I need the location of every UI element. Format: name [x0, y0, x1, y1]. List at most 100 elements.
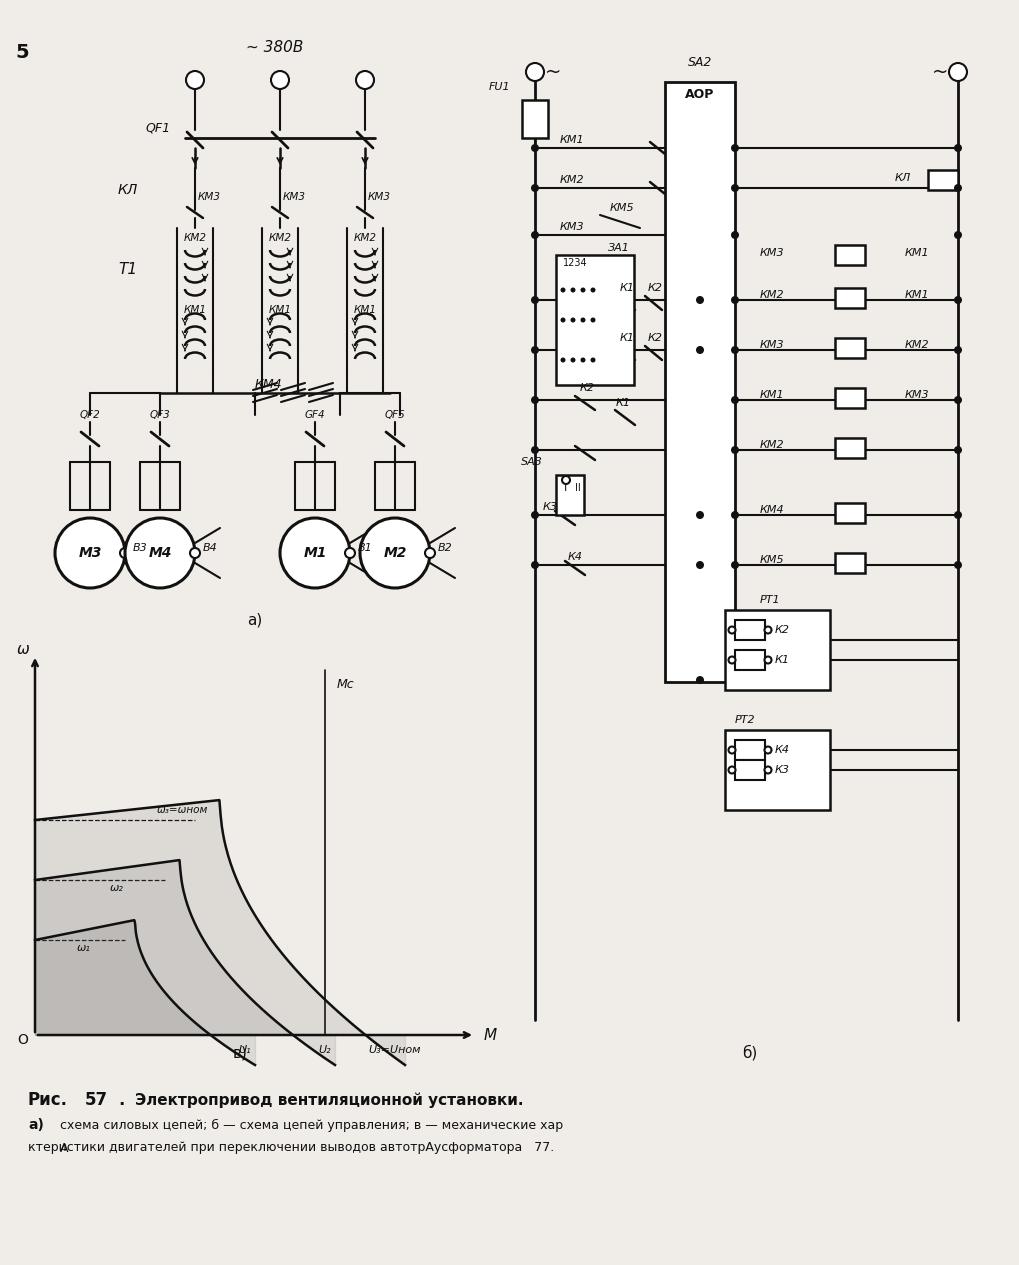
Text: SA3: SA3 [521, 457, 542, 467]
Text: КМ5: КМ5 [609, 202, 634, 213]
Circle shape [271, 71, 288, 89]
Text: КМ1: КМ1 [759, 390, 784, 400]
Circle shape [731, 447, 739, 454]
Circle shape [953, 183, 961, 192]
Text: КМ2: КМ2 [268, 233, 291, 243]
Text: SA2: SA2 [687, 56, 711, 68]
Bar [835, 388, 864, 409]
Circle shape [764, 657, 770, 664]
Text: б): б) [742, 1045, 757, 1061]
Circle shape [531, 347, 538, 354]
Text: ~: ~ [931, 62, 948, 81]
Text: А: А [60, 1141, 68, 1155]
Text: ω₁: ω₁ [76, 942, 91, 953]
Text: ω₃=ωном: ω₃=ωном [157, 805, 209, 815]
Text: К1: К1 [774, 655, 790, 665]
Text: QF3: QF3 [150, 410, 170, 420]
Circle shape [731, 511, 739, 519]
Circle shape [570, 358, 575, 363]
Circle shape [953, 231, 961, 239]
Text: Рис.: Рис. [28, 1090, 68, 1109]
Text: схема силовых цепей; б — схема цепей управления; в — механические хар: схема силовых цепей; б — схема цепей упр… [60, 1118, 562, 1131]
Circle shape [531, 560, 538, 569]
Text: КМ2: КМ2 [904, 340, 928, 350]
Circle shape [953, 144, 961, 152]
Bar [735, 740, 764, 760]
Text: QF5: QF5 [384, 410, 405, 420]
Circle shape [953, 347, 961, 354]
Text: КМ4: КМ4 [255, 378, 282, 391]
Text: К3: К3 [774, 765, 790, 775]
Text: в): в) [232, 1045, 248, 1060]
Text: ω₂: ω₂ [110, 883, 123, 893]
Circle shape [531, 296, 538, 304]
Circle shape [590, 318, 595, 323]
Text: КМ5: КМ5 [759, 555, 784, 565]
Circle shape [695, 511, 703, 519]
Text: К2: К2 [580, 383, 594, 393]
Text: К1: К1 [615, 398, 631, 409]
Text: КМ3: КМ3 [759, 248, 784, 258]
Circle shape [526, 63, 543, 81]
Circle shape [728, 767, 735, 773]
Circle shape [185, 71, 204, 89]
Bar [835, 438, 864, 458]
Text: К4: К4 [774, 745, 790, 755]
Circle shape [728, 746, 735, 754]
Bar [927, 170, 957, 190]
Text: АОР: АОР [685, 89, 714, 101]
Text: а): а) [248, 612, 262, 627]
Text: ЗА1: ЗА1 [607, 243, 630, 253]
Bar [735, 650, 764, 670]
Bar [522, 100, 547, 138]
Text: КМ1: КМ1 [183, 305, 206, 315]
Circle shape [948, 63, 966, 81]
Text: I: I [564, 483, 567, 493]
Bar [835, 338, 864, 358]
Text: КМ3: КМ3 [368, 192, 390, 202]
Text: ω: ω [16, 643, 30, 658]
Text: Электропривод вентиляционной установки.: Электропривод вентиляционной установки. [135, 1092, 523, 1108]
Bar [664, 82, 735, 682]
Circle shape [531, 396, 538, 404]
Circle shape [580, 287, 585, 292]
Circle shape [580, 318, 585, 323]
Text: Т1: Т1 [118, 263, 137, 277]
Text: КМ3: КМ3 [904, 390, 928, 400]
Circle shape [731, 231, 739, 239]
Circle shape [560, 287, 565, 292]
Text: В3: В3 [132, 543, 148, 553]
Text: Мс: Мс [336, 678, 355, 692]
Circle shape [425, 548, 434, 558]
Circle shape [531, 511, 538, 519]
Text: 1234: 1234 [562, 258, 587, 268]
Text: К1: К1 [620, 333, 635, 343]
Bar [725, 730, 829, 810]
Text: КМ2: КМ2 [759, 440, 784, 450]
Circle shape [190, 548, 200, 558]
Text: КЛ: КЛ [894, 173, 910, 183]
Circle shape [728, 626, 735, 634]
Circle shape [570, 318, 575, 323]
Bar [725, 610, 829, 689]
Text: КМ4: КМ4 [759, 505, 784, 515]
Circle shape [953, 511, 961, 519]
Text: К3: К3 [542, 502, 557, 512]
Text: К2: К2 [647, 283, 662, 293]
Bar [835, 553, 864, 573]
Text: FU1: FU1 [488, 82, 510, 92]
Text: GF4: GF4 [305, 410, 325, 420]
Text: КМ2: КМ2 [559, 175, 584, 185]
Circle shape [953, 560, 961, 569]
Text: КМ2: КМ2 [354, 233, 376, 243]
Text: К4: К4 [568, 552, 583, 562]
Text: КМ2: КМ2 [183, 233, 206, 243]
Text: В1: В1 [358, 543, 372, 553]
Text: КМ3: КМ3 [559, 221, 584, 231]
Circle shape [764, 626, 770, 634]
Circle shape [731, 560, 739, 569]
Circle shape [356, 71, 374, 89]
Bar [835, 503, 864, 522]
Circle shape [695, 676, 703, 684]
Text: U₂: U₂ [318, 1045, 331, 1055]
